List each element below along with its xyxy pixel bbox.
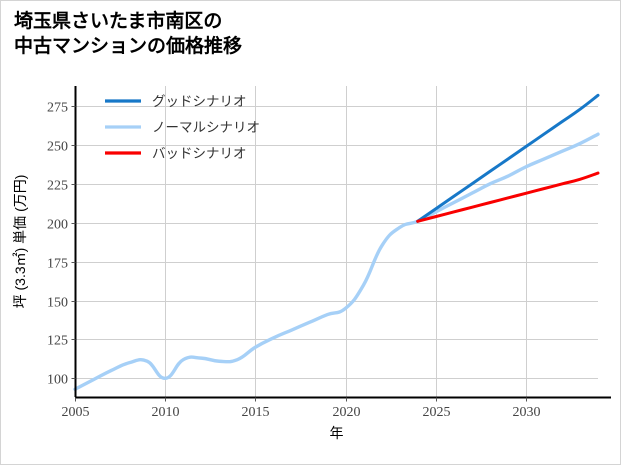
series-line-3 xyxy=(416,171,600,223)
y-tick-label: 100 xyxy=(47,373,68,388)
x-axis-title: 年 xyxy=(330,425,344,441)
y-tick-label: 275 xyxy=(47,101,68,116)
y-axis-title: 坪 (3.3㎡) 単価 (万円) xyxy=(12,175,28,309)
legend-label-3: バッドシナリオ xyxy=(152,146,247,161)
gridlines xyxy=(75,86,598,397)
y-tick-label: 175 xyxy=(47,257,68,272)
x-tick-label: 2030 xyxy=(513,405,541,420)
legend-label-2: ノーマルシナリオ xyxy=(152,120,260,135)
y-tick-label: 250 xyxy=(47,140,68,155)
y-tick-label: 225 xyxy=(47,179,68,194)
chart-title: 埼玉県さいたま市南区の 中古マンションの価格推移 xyxy=(14,11,243,58)
x-tick-label: 2020 xyxy=(333,405,361,420)
axis-titles-group: 年 坪 (3.3㎡) 単価 (万円) xyxy=(12,175,344,441)
x-tick-label: 2005 xyxy=(62,405,90,420)
axis-ticks-group: 100 125 150 175 200 225 250 275 2005 2010 2015 2020… xyxy=(47,101,541,421)
series-line-2 xyxy=(73,132,600,391)
series-line-1 xyxy=(416,93,600,223)
x-tick-label: 2010 xyxy=(152,405,180,420)
data-series-group xyxy=(73,93,600,391)
legend-label-1: グッドシナリオ xyxy=(152,94,247,109)
x-tick-label: 2025 xyxy=(423,405,451,420)
x-tick-label: 2015 xyxy=(242,405,270,420)
y-tick-label: 150 xyxy=(47,296,68,311)
y-tick-label: 200 xyxy=(47,218,68,233)
y-tick-label: 125 xyxy=(47,334,68,349)
axes-group xyxy=(74,86,611,399)
